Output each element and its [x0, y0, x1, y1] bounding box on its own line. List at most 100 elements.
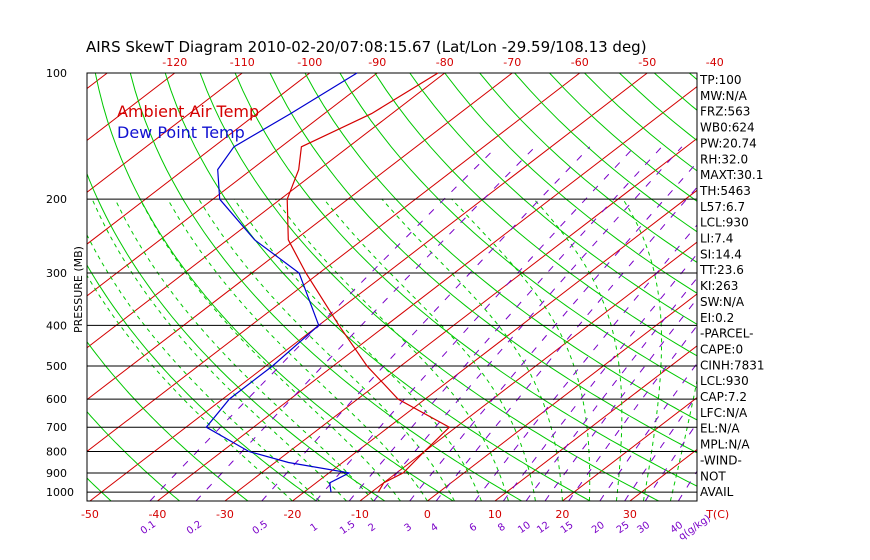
- mixing-ratio-tick-label: 12: [535, 520, 552, 536]
- bottom-temperature-tick-label: -20: [283, 508, 301, 521]
- top-temperature-tick-label: -70: [503, 56, 521, 69]
- stat-label: MPL:N/A: [700, 438, 750, 452]
- bottom-temperature-tick-label: -10: [351, 508, 369, 521]
- moist-adiabat-line: [622, 198, 663, 501]
- stat-label: KI:263: [700, 279, 738, 293]
- pressure-tick-label: 400: [46, 319, 67, 332]
- dry-adiabat-line: [339, 73, 697, 389]
- bottom-temperature-tick-label: 0: [424, 508, 431, 521]
- isotherm-line: [87, 73, 243, 193]
- isotherm-line: [494, 345, 697, 501]
- plot-frame: [86, 72, 698, 502]
- pressure-tick-label: 1000: [46, 486, 74, 499]
- moist-adiabat-line: [87, 233, 320, 501]
- mixing-ratio-tick-label: 2: [367, 522, 379, 535]
- isotherm-line: [292, 189, 697, 501]
- isotherm-line: [87, 73, 581, 453]
- pressure-tick-label: 700: [46, 421, 67, 434]
- mixing-ratio-tick-label: 20: [590, 520, 607, 536]
- bottom-temperature-tick-label: -30: [216, 508, 234, 521]
- mixing-ratio-line: [315, 146, 635, 501]
- moist-adiabat-line: [275, 198, 509, 501]
- mixing-ratio-tick-label: 15: [559, 520, 576, 536]
- dry-adiabat-line: [829, 73, 870, 501]
- top-temperature-tick-label: -120: [162, 56, 187, 69]
- stat-label: CINH:7831: [700, 358, 765, 372]
- dry-adiabat-line: [234, 73, 697, 487]
- moist-adiabat-line: [167, 198, 428, 501]
- dry-adiabat-line: [864, 73, 870, 501]
- mixing-ratio-tick-label: 3: [402, 522, 414, 535]
- dry-adiabat-line: [94, 73, 454, 501]
- ambient-temperature-line: [286, 72, 451, 493]
- stat-label: -PARCEL-: [700, 327, 754, 341]
- isotherm-line: [427, 293, 697, 501]
- top-temperature-tick-label: -110: [230, 56, 255, 69]
- stat-label: LCL:930: [700, 374, 749, 388]
- top-temperature-tick-label: -80: [436, 56, 454, 69]
- stat-label: L57:6.7: [700, 200, 745, 214]
- pressure-tick-label: 600: [46, 393, 67, 406]
- mixing-ratio-tick-label: 10: [516, 520, 533, 536]
- dry-adiabat-line: [164, 73, 591, 501]
- bottom-temperature-tick-label: T(C): [705, 508, 729, 521]
- mixing-ratio-tick-label: 1.5: [338, 519, 357, 537]
- moist-adiabat-line: [198, 198, 455, 501]
- mixing-ratio-tick-label: 8: [496, 522, 508, 535]
- mixing-ratio-tick-label: 25: [615, 520, 632, 536]
- moist-adiabat-line: [139, 198, 401, 501]
- chart-title: AIRS SkewT Diagram 2010-02-20/07:08:15.6…: [86, 38, 647, 56]
- dry-adiabat-line: [374, 73, 697, 357]
- moist-adiabat-line: [669, 377, 697, 501]
- dry-adiabat-line: [87, 264, 317, 501]
- dry-adiabat-line: [794, 73, 870, 501]
- plot-area: [87, 73, 870, 501]
- stat-label: LCL:930: [700, 216, 749, 230]
- y-axis-label: PRESSURE (MB): [72, 246, 85, 333]
- dry-adiabat-line: [759, 73, 870, 501]
- stat-label: CAPE:0: [700, 342, 743, 356]
- dry-adiabat-line: [87, 477, 112, 501]
- top-temperature-tick-label: -60: [571, 56, 589, 69]
- bottom-temperature-tick-label: 20: [555, 508, 569, 521]
- isotherm-line: [224, 137, 697, 501]
- stat-label: EI:0.2: [700, 311, 734, 325]
- dry-adiabat-line: [199, 73, 659, 501]
- isotherm-line: [87, 73, 446, 349]
- bottom-temperature-tick-label: -50: [81, 508, 99, 521]
- mixing-ratio-tick-label: 0.5: [251, 519, 270, 537]
- mixing-ratio-tick-label: 30: [635, 520, 652, 536]
- dry-adiabat-line: [87, 340, 249, 501]
- dry-adiabat-line: [409, 73, 697, 325]
- stat-label: CAP:7.2: [700, 390, 747, 404]
- mixing-ratio-tick-label: 0.1: [139, 519, 158, 537]
- bottom-temperature-tick-label: -40: [148, 508, 166, 521]
- stat-label: SI:14.4: [700, 247, 742, 261]
- stat-label: TH:5463: [699, 184, 751, 198]
- bottom-temperature-tick-label: 10: [488, 508, 502, 521]
- isotherm-line: [832, 73, 870, 501]
- legend-dew-point: Dew Point Temp: [117, 123, 245, 142]
- moist-adiabat-line: [323, 198, 536, 501]
- isotherm-line: [562, 397, 697, 501]
- stat-label: SW:N/A: [700, 295, 745, 309]
- stat-label: PW:20.74: [700, 136, 757, 150]
- stat-label: WB0:624: [700, 121, 755, 135]
- isotherm-line: [87, 73, 513, 401]
- moist-adiabat-line: [91, 198, 347, 501]
- stat-label: LI:7.4: [700, 232, 733, 246]
- stat-label: RH:32.0: [700, 152, 748, 166]
- dry-adiabat-line: [87, 411, 180, 501]
- top-temperature-tick-label: -50: [638, 56, 656, 69]
- mixing-ratio-tick-label: 4: [429, 522, 441, 535]
- moist-adiabat-line: [87, 274, 293, 501]
- mixing-ratio-line: [644, 422, 697, 501]
- stat-label: MW:N/A: [700, 89, 748, 103]
- dry-adiabat-line: [444, 73, 697, 294]
- mixing-ratio-line: [373, 146, 683, 501]
- dry-adiabat-line: [129, 73, 523, 501]
- dry-adiabat-line: [304, 73, 697, 421]
